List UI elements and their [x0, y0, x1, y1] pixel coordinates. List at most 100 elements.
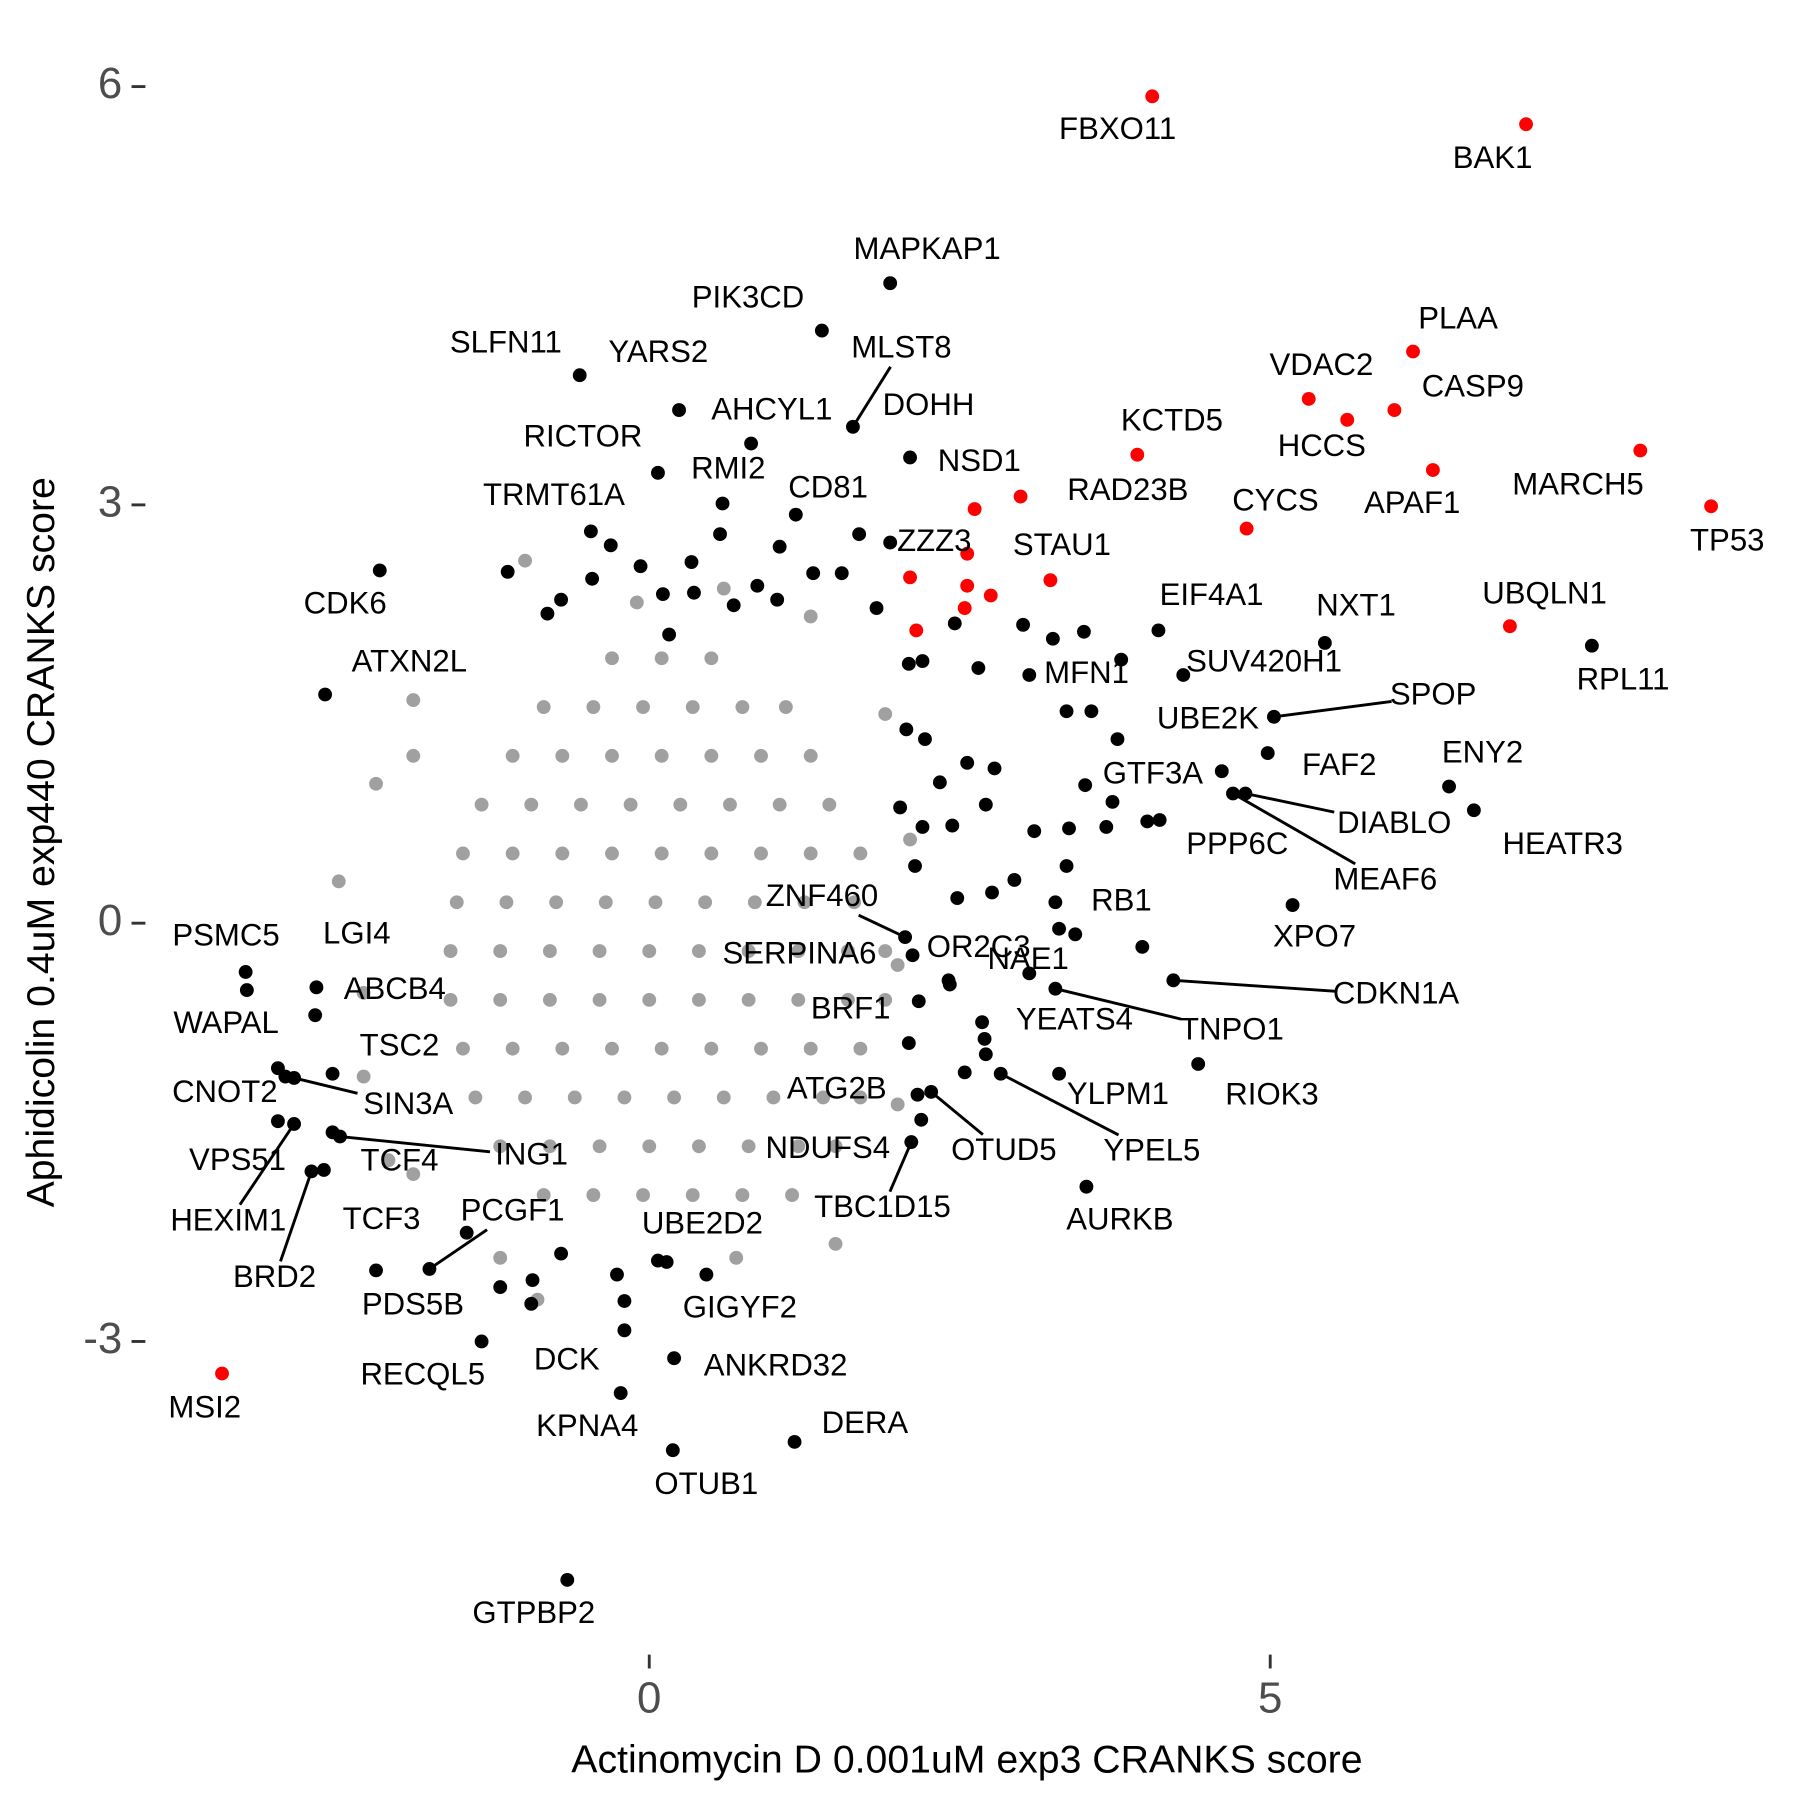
- data-point: [1135, 939, 1150, 954]
- data-point: [977, 1031, 992, 1046]
- data-point: [987, 761, 1002, 776]
- data-point: [883, 535, 898, 550]
- data-point: [443, 992, 458, 1007]
- data-point: [692, 1139, 706, 1154]
- data-point: [648, 895, 663, 910]
- data-point: [1442, 779, 1456, 794]
- data-point: [629, 595, 644, 610]
- point-label: LGI4: [323, 916, 391, 951]
- y-tick-label: 3: [98, 477, 122, 526]
- data-point: [816, 1090, 831, 1105]
- data-point: [617, 1323, 632, 1338]
- point-label: ABCB4: [344, 971, 446, 1006]
- data-point: [605, 651, 619, 666]
- leader-line: [858, 913, 906, 939]
- point-label: XPO7: [1273, 919, 1356, 954]
- data-point: [716, 581, 731, 596]
- point-label: ZZZ3: [897, 523, 971, 558]
- data-point: [735, 700, 750, 714]
- data-point: [932, 775, 947, 790]
- data-point: [1406, 344, 1420, 359]
- data-point: [617, 1294, 632, 1308]
- data-point: [356, 985, 371, 1000]
- point-label: BRD2: [233, 1259, 316, 1294]
- data-point: [750, 578, 765, 593]
- data-point: [525, 1273, 540, 1288]
- data-point: [704, 846, 719, 861]
- data-point: [456, 846, 470, 861]
- data-point: [1079, 1179, 1094, 1194]
- data-point: [788, 507, 803, 522]
- data-point: [505, 846, 520, 861]
- point-label: TNPO1: [1180, 1012, 1284, 1047]
- data-point: [540, 606, 555, 621]
- data-point: [1045, 631, 1060, 646]
- data-point: [853, 1090, 868, 1105]
- data-point: [1022, 966, 1037, 981]
- data-point: [1130, 447, 1145, 462]
- data-point: [505, 1041, 520, 1056]
- point-label: CYCS: [1232, 482, 1319, 517]
- data-point: [901, 1036, 916, 1051]
- data-point: [729, 1250, 744, 1265]
- data-point: [841, 944, 855, 958]
- data-point: [853, 846, 868, 861]
- data-point: [957, 601, 972, 615]
- data-point: [741, 944, 756, 958]
- data-point: [325, 1066, 340, 1081]
- point-label: ZNF460: [766, 878, 879, 913]
- data-point: [665, 1443, 680, 1458]
- data-point: [960, 578, 975, 593]
- point-label: CASP9: [1422, 368, 1524, 403]
- data-point: [1140, 814, 1155, 829]
- data-point: [803, 609, 818, 624]
- data-point: [1145, 89, 1160, 104]
- point-label: CDKN1A: [1333, 976, 1460, 1011]
- data-point: [1114, 652, 1129, 667]
- data-point: [1191, 1057, 1206, 1071]
- data-point: [704, 748, 719, 763]
- data-point: [901, 656, 916, 671]
- data-point: [692, 944, 706, 958]
- data-point: [603, 538, 618, 553]
- data-point: [493, 1139, 508, 1154]
- data-point: [735, 1188, 750, 1202]
- data-point: [518, 1090, 532, 1105]
- data-point: [1052, 1066, 1067, 1081]
- point-label: SERPINA6: [722, 935, 876, 970]
- data-point: [754, 846, 768, 861]
- point-label: RIOK3: [1225, 1077, 1318, 1112]
- data-point: [542, 944, 557, 958]
- data-point: [592, 992, 607, 1007]
- data-point: [493, 1250, 508, 1265]
- data-point: [518, 553, 532, 568]
- data-point: [505, 748, 520, 763]
- data-point: [549, 895, 564, 910]
- data-point: [1260, 746, 1275, 760]
- data-point: [1226, 786, 1240, 801]
- leader-line: [1245, 792, 1335, 814]
- data-point: [883, 276, 898, 291]
- data-point: [1584, 638, 1599, 653]
- point-label: NSD1: [938, 443, 1021, 478]
- data-point: [1176, 668, 1191, 682]
- data-point: [770, 592, 785, 607]
- data-point: [754, 1041, 768, 1056]
- data-point: [741, 992, 756, 1007]
- data-point: [318, 687, 333, 702]
- point-label: DERA: [822, 1405, 909, 1440]
- data-point: [687, 585, 701, 600]
- point-label: HCCS: [1278, 428, 1366, 463]
- point-label: UBE2D2: [642, 1205, 763, 1240]
- data-point: [406, 693, 421, 708]
- point-label: ANKRD32: [704, 1348, 848, 1383]
- data-point: [369, 776, 383, 791]
- data-point: [605, 748, 619, 763]
- data-point: [685, 1188, 700, 1202]
- point-label: UBQLN1: [1482, 575, 1607, 610]
- data-point: [238, 965, 253, 979]
- data-point: [899, 722, 914, 737]
- leader-line: [428, 1228, 488, 1271]
